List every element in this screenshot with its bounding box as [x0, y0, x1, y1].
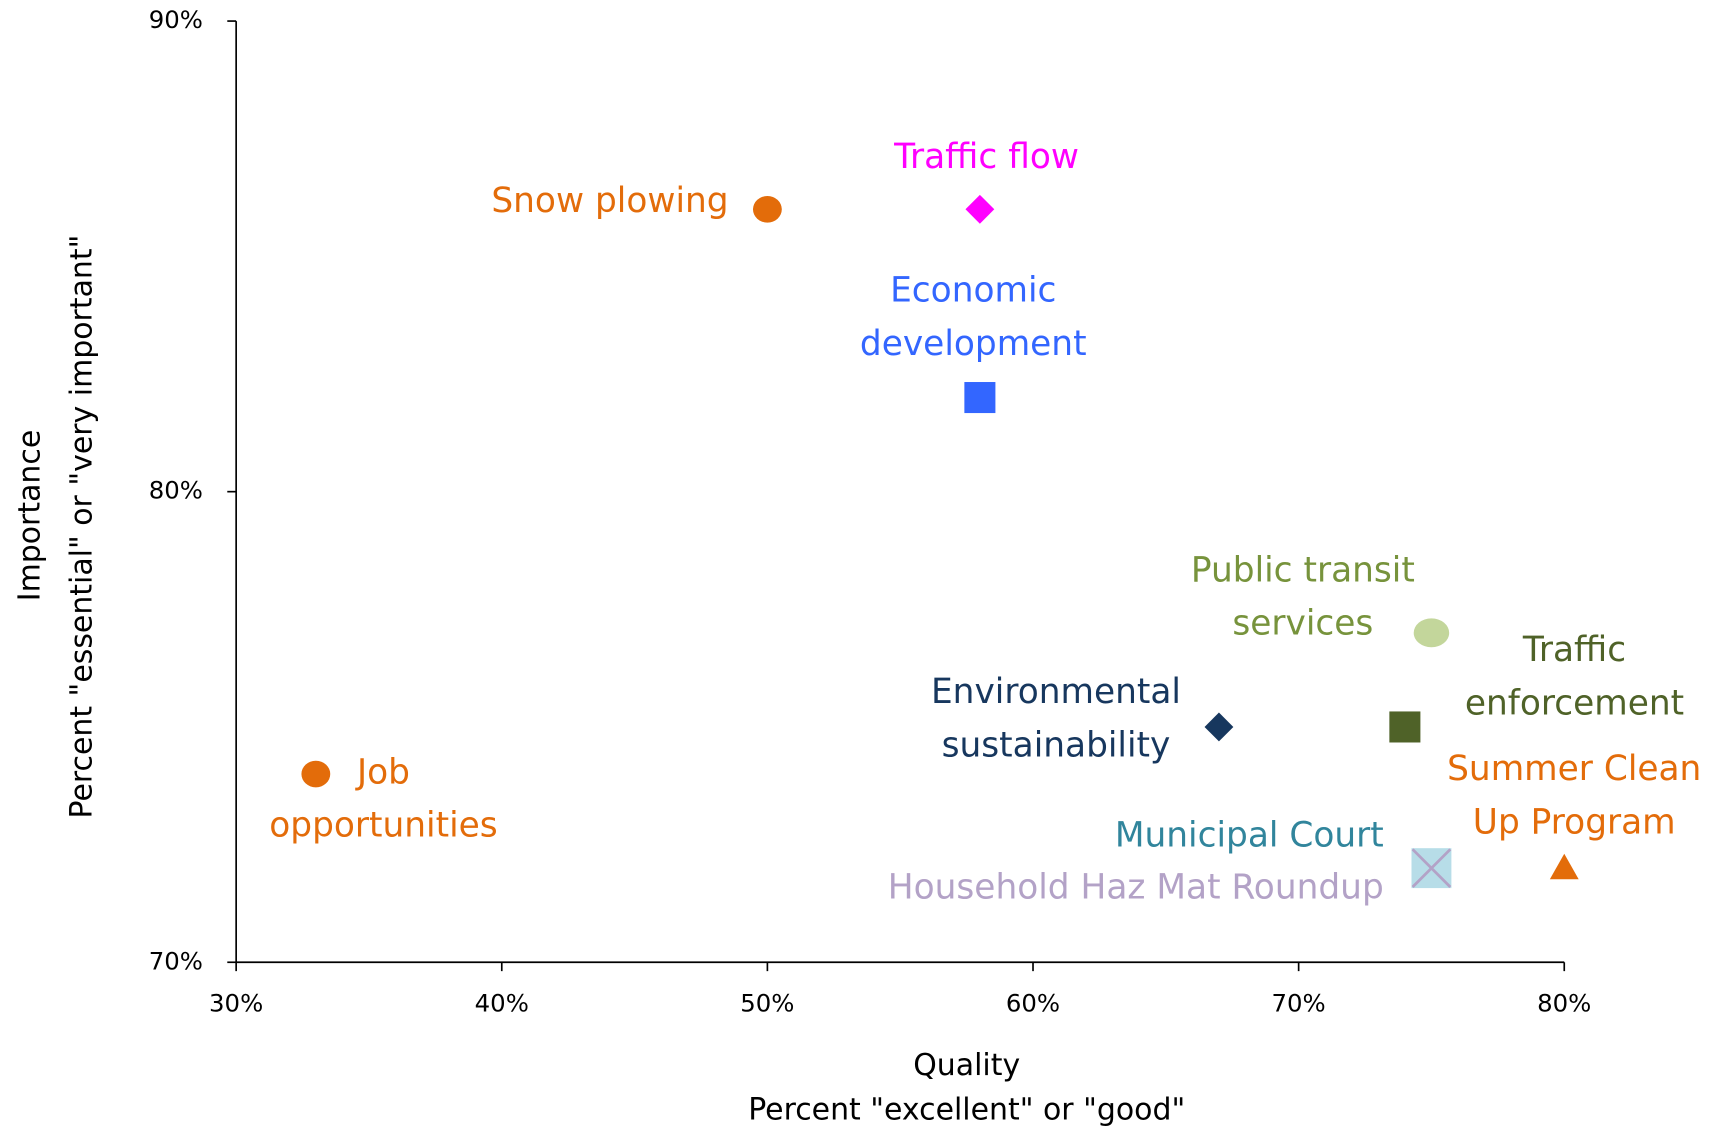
y-tick-label: 70%: [149, 946, 203, 975]
point-label: enforcement: [1465, 683, 1684, 723]
point-label: Municipal Court: [1115, 816, 1384, 856]
x-axis-title: Quality: [913, 1048, 1020, 1083]
x-tick-label: 60%: [1006, 988, 1060, 1017]
point-label: opportunities: [269, 806, 497, 846]
x-axis-title: Percent "excellent" or "good": [748, 1092, 1185, 1127]
marker: [965, 194, 995, 224]
y-tick-label: 80%: [149, 476, 203, 505]
x-tick-label: 70%: [1272, 988, 1326, 1017]
point-label: Summer Clean: [1447, 749, 1701, 789]
point-label: Economic: [890, 271, 1056, 311]
y-axis-title: Percent "essential" or "very important": [65, 235, 100, 819]
x-tick-label: 50%: [740, 988, 794, 1017]
marker: [1549, 853, 1579, 880]
point-label: Snow plowing: [491, 181, 728, 221]
point-label: development: [860, 324, 1087, 364]
point-label: sustainability: [942, 725, 1171, 765]
point-label: Traffic: [1522, 630, 1626, 670]
y-tick-label: 90%: [149, 5, 203, 34]
marker: [1411, 848, 1452, 888]
marker: [1389, 711, 1421, 743]
point-label: Public transit: [1191, 550, 1415, 590]
point-label: Up Program: [1473, 802, 1676, 842]
x-tick-label: 30%: [209, 988, 263, 1017]
marker: [1413, 618, 1450, 648]
x-tick-label: 40%: [475, 988, 529, 1017]
point-label: Traffic flow: [893, 137, 1079, 177]
point-label: Job: [355, 753, 410, 793]
point-label: Household Haz Mat Roundup: [888, 868, 1384, 908]
x-tick-label: 80%: [1537, 988, 1591, 1017]
marker: [1204, 712, 1234, 742]
marker: [301, 760, 331, 788]
marker: [964, 382, 996, 414]
marker: [752, 196, 782, 223]
y-axis-title: Importance: [13, 430, 48, 601]
point-label: Environmental: [931, 672, 1181, 712]
point-label: services: [1232, 604, 1373, 644]
